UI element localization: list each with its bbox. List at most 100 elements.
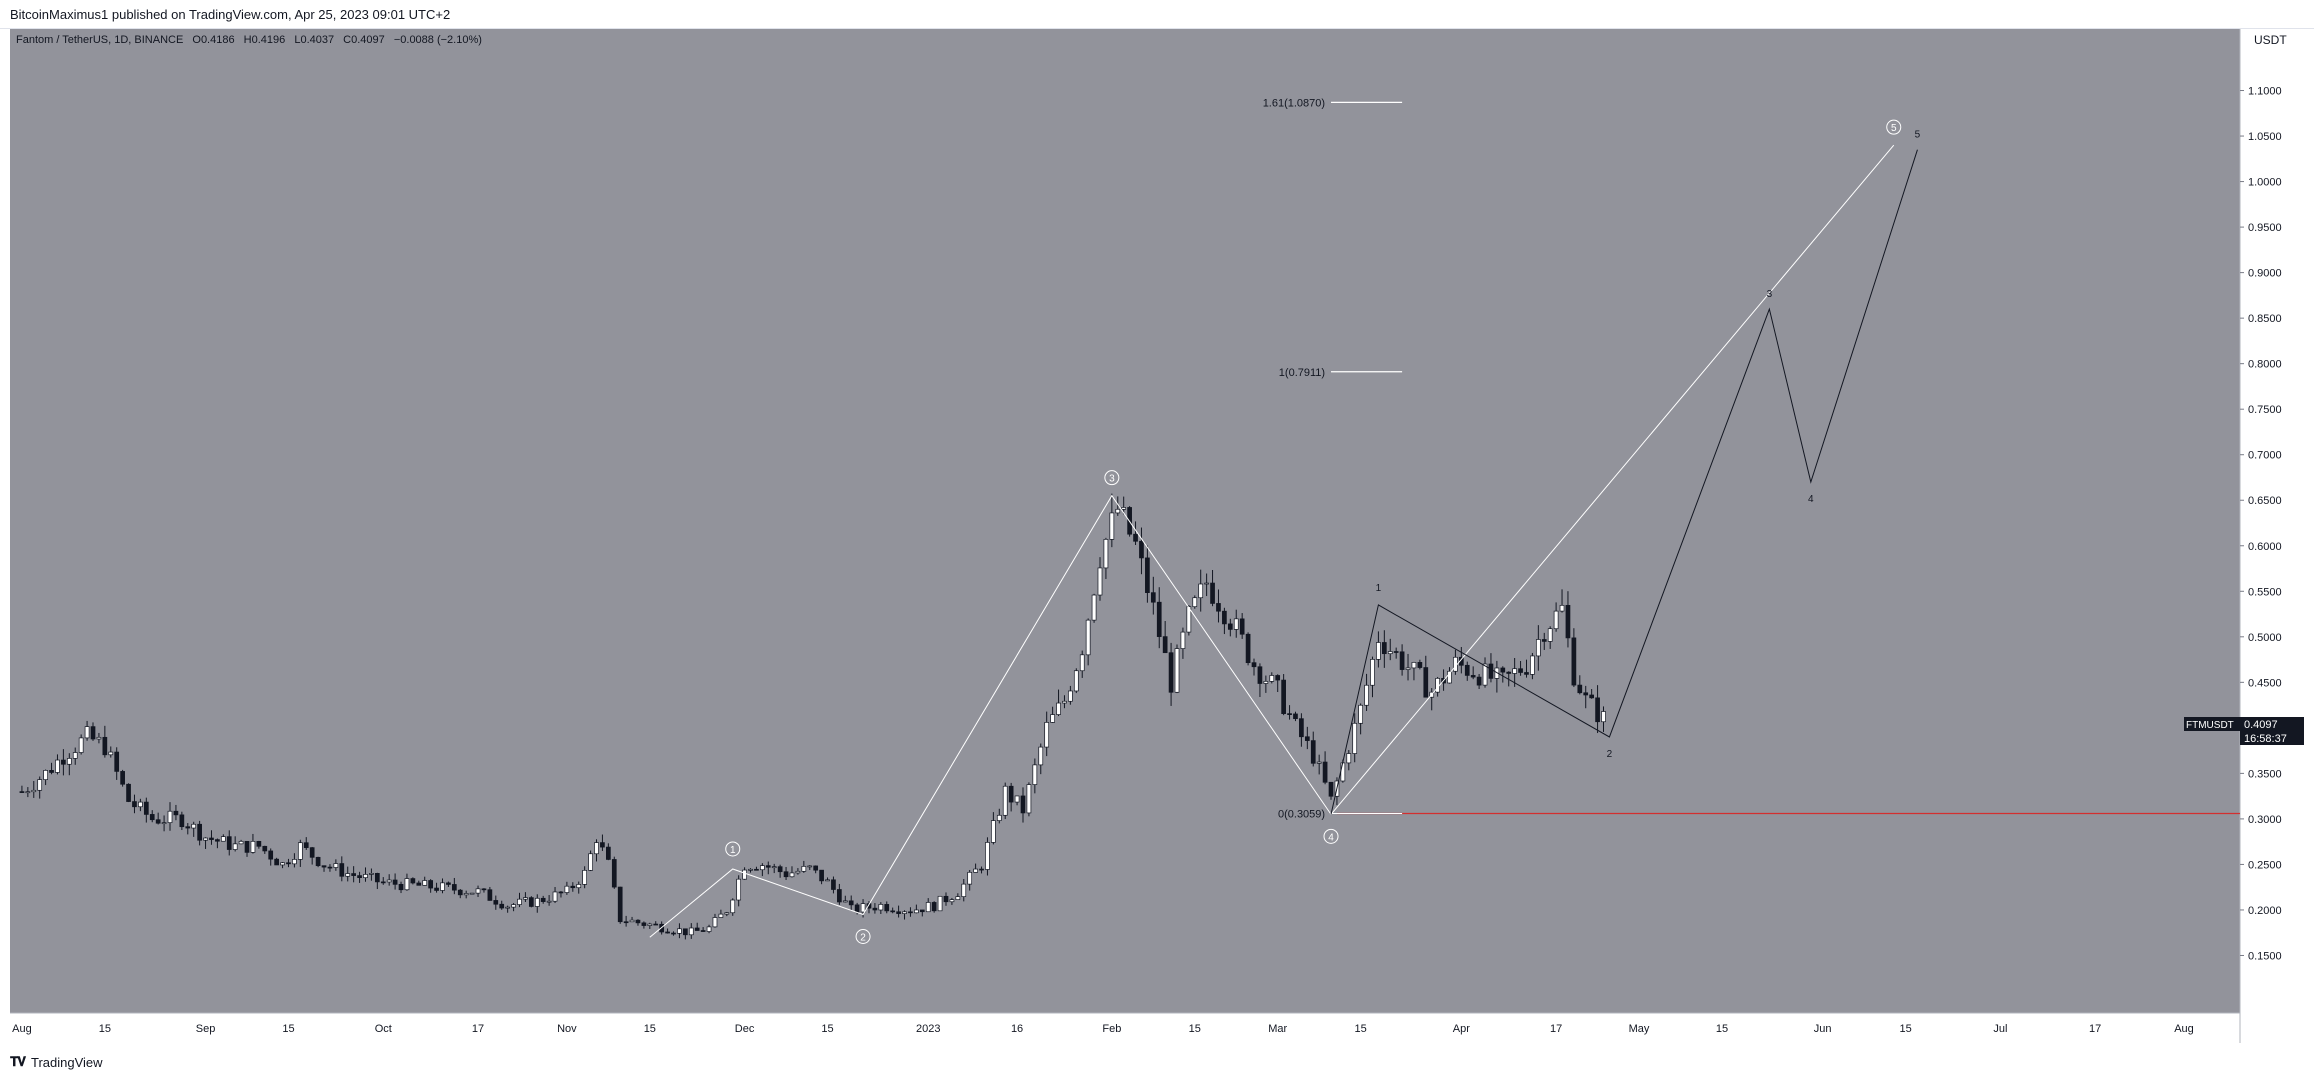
candle-body [268, 850, 274, 860]
main-wave-marker [1886, 119, 1902, 135]
candle-body [996, 814, 1002, 821]
x-tick-label: Mar [1268, 1023, 1287, 1035]
main-wave-label: 3 [1109, 474, 1115, 485]
candle-body [475, 888, 481, 894]
main-wave-marker [855, 929, 871, 945]
candle [1068, 685, 1073, 705]
candle-body [742, 869, 747, 880]
candle [517, 892, 522, 908]
candle [1601, 706, 1606, 732]
candle [244, 840, 250, 857]
candle [1073, 668, 1079, 694]
candle [55, 754, 60, 775]
candle-body [872, 907, 878, 911]
candle-body [1470, 675, 1476, 678]
candle [434, 882, 439, 893]
last-price: 0.4097 [2244, 719, 2278, 731]
candle-body [138, 801, 143, 808]
tradingview-logo[interactable]: 𝐓𝐕 TradingView [10, 1054, 103, 1070]
candle-body [191, 823, 197, 829]
candle [31, 781, 37, 798]
candle [1162, 621, 1168, 654]
candle [902, 910, 907, 920]
candle-body [1257, 666, 1263, 684]
x-tick-label: Dec [735, 1023, 755, 1035]
candle [1524, 659, 1529, 678]
candle [114, 747, 120, 780]
time-axis-background [10, 1013, 2240, 1043]
candle-body [1263, 680, 1269, 684]
x-tick-label: 15 [821, 1023, 833, 1035]
main-wave-label: 2 [860, 933, 866, 944]
candle [576, 881, 582, 894]
candle [765, 861, 771, 875]
candle [1559, 589, 1565, 613]
symbol-legend[interactable]: Fantom / TetherUS, 1D, BINANCE O0.4186 H… [16, 34, 482, 46]
candle [677, 923, 682, 939]
price-chart[interactable]: 0(0.3059) 1(0.7911) 1.61(1.0870) 1 2 3 4 5 1 2 3 4 5… [10, 29, 2304, 1043]
y-tick-label: 1.0000 [2248, 177, 2282, 189]
candle-body [232, 843, 238, 850]
candle-body [1482, 663, 1488, 686]
candle [961, 878, 967, 902]
candle-body [955, 896, 961, 901]
candle-body [724, 912, 730, 915]
candle [120, 769, 125, 787]
candle [635, 919, 641, 926]
y-tick-label: 0.2000 [2248, 905, 2282, 917]
candle [96, 732, 102, 744]
candle-body [1524, 672, 1529, 675]
candle [286, 858, 291, 868]
candle [671, 931, 676, 936]
candle-body [43, 770, 48, 780]
candle [1026, 782, 1032, 817]
candle [428, 879, 433, 893]
chart-area[interactable]: 0(0.3059) 1(0.7911) 1.61(1.0870) 1 2 3 4 5 1 2 3 4 5… [10, 29, 2304, 1043]
candle-body [890, 910, 896, 913]
candle-body [215, 839, 220, 842]
candle [937, 895, 943, 912]
candle-body [102, 736, 108, 756]
candle [736, 875, 742, 907]
candle-body [570, 885, 576, 889]
sub-wave-label: 1 [1376, 583, 1382, 594]
candle-body [878, 904, 884, 911]
candle [232, 836, 238, 852]
candle [1168, 642, 1174, 706]
candle [1216, 589, 1221, 623]
candle [611, 856, 617, 889]
candle [451, 877, 457, 895]
candle [1299, 713, 1304, 747]
candle [943, 892, 949, 906]
candle [878, 902, 884, 915]
candle-body [292, 859, 297, 865]
last-price-tag[interactable]: FTMUSDT 0.4097 16:58:37 [2184, 717, 2304, 745]
candle [321, 865, 327, 872]
candle-body [481, 888, 487, 891]
time-axis[interactable]: Aug 15 Sep 15 Oct 17 Nov 15 Dec 15 2023 16 Feb 15 Mar 1… [12, 1023, 2194, 1035]
candle-body [428, 880, 433, 889]
candle [209, 830, 214, 845]
y-tick-label: 0.8500 [2248, 313, 2282, 325]
candle [1233, 609, 1239, 638]
candle-body [771, 866, 777, 869]
candle-body [315, 856, 321, 867]
candle [499, 900, 505, 910]
close-label: C [343, 34, 351, 46]
candle [475, 885, 481, 897]
candle-body [108, 751, 114, 756]
candle-body [1162, 636, 1168, 654]
candle [339, 856, 345, 882]
candle [700, 927, 706, 932]
candle-body [1168, 652, 1174, 693]
candle [220, 834, 226, 842]
candle [1506, 671, 1512, 687]
candle [1447, 667, 1452, 684]
x-tick-label: Jun [1814, 1023, 1832, 1035]
candle-body [49, 770, 54, 773]
candle-body [528, 897, 534, 907]
candle-body [919, 909, 925, 913]
candle [386, 874, 392, 886]
price-axis[interactable]: 0.15000.20000.25000.30000.35000.40000.45… [2240, 86, 2282, 963]
candle-body [280, 862, 285, 866]
